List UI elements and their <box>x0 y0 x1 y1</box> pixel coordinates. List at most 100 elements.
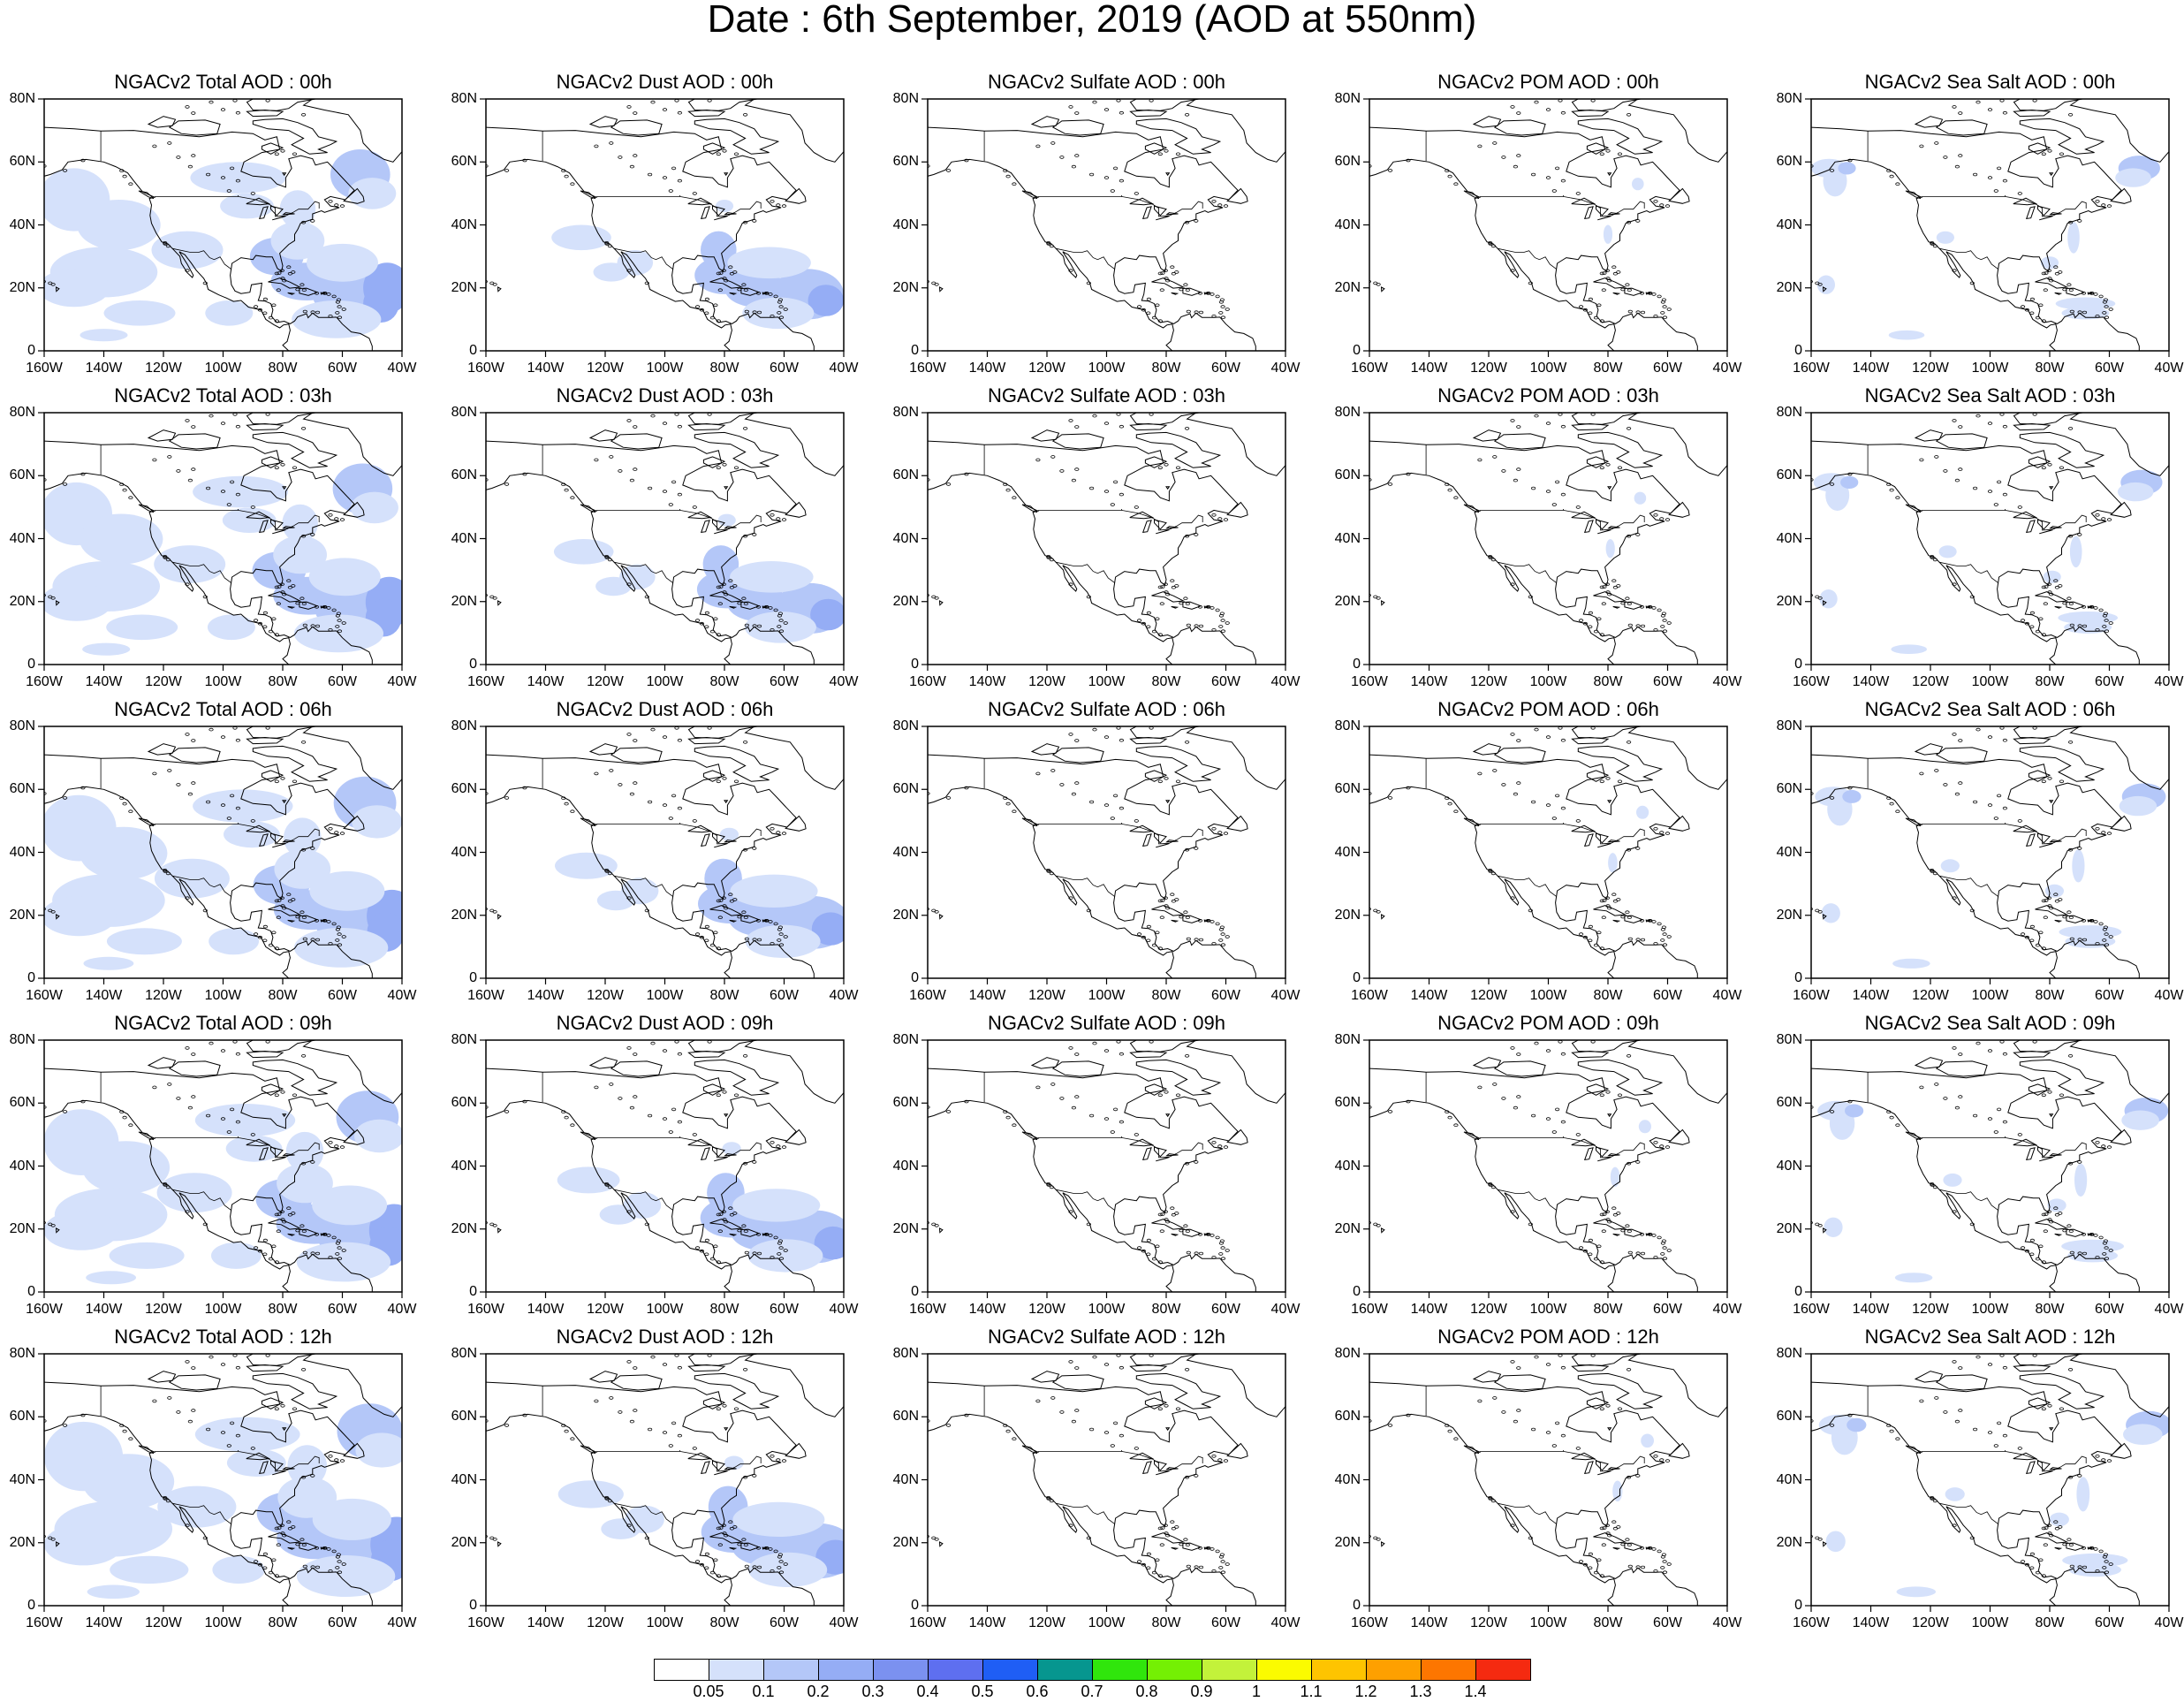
national-border <box>1055 875 1116 898</box>
aod-shading <box>308 558 381 596</box>
island-outline <box>1183 910 1188 915</box>
island-outline <box>709 943 716 947</box>
coastline-newfoundland <box>343 501 365 518</box>
island-outline <box>626 269 632 273</box>
island-outline <box>1218 1252 1224 1256</box>
lon-tick-label: 40W <box>829 1302 859 1317</box>
coastline-hispaniola <box>1624 1542 1644 1551</box>
island-outline <box>265 1040 270 1044</box>
island-outline <box>752 624 757 628</box>
island-outline <box>1531 800 1536 804</box>
coastline-victoria <box>1493 433 1546 450</box>
lon-tick-label: 140W <box>1852 1615 1890 1630</box>
lat-tick-label: 80N <box>9 405 35 420</box>
island-outline <box>752 938 757 942</box>
island-outline <box>1659 1144 1665 1148</box>
island-outline <box>292 152 298 156</box>
island-outline <box>2059 466 2065 470</box>
coastline-baffin <box>1577 745 1664 782</box>
coastline-devon <box>1129 1050 1168 1059</box>
coastline-greenland <box>302 1040 402 1104</box>
island-outline <box>1194 1160 1199 1164</box>
coastline-hispaniola <box>740 915 761 923</box>
island-outline <box>1611 265 1617 270</box>
island-outline <box>44 478 47 482</box>
lake-outline <box>1141 833 1152 847</box>
island-outline <box>722 904 727 908</box>
island-outline <box>486 792 489 795</box>
island-outline <box>1575 1133 1581 1136</box>
island-outline <box>254 305 259 308</box>
coastline-cuba <box>709 1532 744 1544</box>
island-outline <box>191 739 196 742</box>
aod-map <box>1805 726 2170 984</box>
island-outline <box>1889 802 1894 806</box>
island-outline <box>1477 458 1483 462</box>
coastline-hawaii <box>1822 1541 1827 1547</box>
coastline-vancouver <box>1463 817 1480 827</box>
coastline-newfoundland <box>1668 187 1690 204</box>
island-outline <box>716 466 721 470</box>
coastline-newfoundland <box>343 1128 365 1145</box>
aod-shading <box>77 200 161 250</box>
coastline-southampton <box>261 1083 284 1096</box>
aod-shading <box>1608 853 1618 873</box>
coastline-ellesmere <box>1129 1040 1202 1052</box>
lat-tick-label: 80N <box>451 405 477 420</box>
island-outline <box>2068 1543 2074 1547</box>
island-outline <box>1183 283 1188 287</box>
island-outline <box>964 1099 969 1104</box>
island-outline <box>44 593 46 597</box>
island-outline <box>226 189 231 193</box>
coastline-hispaniola <box>1182 915 1202 923</box>
island-outline <box>331 1235 337 1240</box>
island-outline <box>2046 1210 2051 1214</box>
island-outline <box>334 203 339 207</box>
island-outline <box>335 625 340 628</box>
lat-tick-label: 0 <box>1794 1284 1802 1299</box>
coastline-vancouver <box>1905 817 1922 827</box>
island-outline <box>1211 942 1217 946</box>
aod-shading <box>1605 539 1615 558</box>
island-outline <box>280 148 285 153</box>
coastline-newfoundland <box>343 187 365 204</box>
coastline-newfoundland <box>1668 501 1690 518</box>
island-outline <box>279 582 284 587</box>
coastline-banks <box>1030 429 1060 442</box>
island-outline <box>1599 946 1604 951</box>
coastline-southampton <box>2028 456 2051 468</box>
lon-tick-label: 140W <box>1410 674 1448 689</box>
island-outline <box>1387 169 1393 172</box>
coastline-hawaii <box>1380 286 1385 293</box>
island-outline <box>1186 309 1191 314</box>
island-outline <box>2103 925 2108 930</box>
island-outline <box>1551 817 1557 820</box>
coastline-greenland <box>1186 1354 1285 1417</box>
coastline-newfoundland <box>785 815 807 832</box>
aod-shading <box>748 1552 828 1587</box>
island-outline <box>564 174 569 179</box>
island-outline <box>737 915 742 919</box>
island-outline <box>331 294 337 299</box>
island-outline <box>2103 298 2108 302</box>
lake-outline <box>1129 824 1155 833</box>
lake-outline <box>258 833 269 847</box>
coastline-mainland <box>928 126 1256 351</box>
lat-tick-label: 60N <box>451 467 477 483</box>
island-outline <box>300 740 307 744</box>
coastline-cuba <box>1593 277 1627 289</box>
lon-tick-label: 140W <box>527 1302 565 1317</box>
island-outline <box>671 1421 677 1425</box>
island-outline <box>945 1110 952 1113</box>
island-outline <box>1194 219 1199 223</box>
lon-tick-label: 120W <box>1470 361 1507 376</box>
island-outline <box>1590 99 1596 103</box>
coastline-baffin <box>2019 745 2105 782</box>
island-outline <box>1447 802 1452 806</box>
coastline-victoria <box>1935 1060 1988 1077</box>
island-outline <box>1943 1097 1948 1100</box>
national-border <box>613 1502 674 1525</box>
island-outline <box>755 1546 762 1550</box>
island-outline <box>741 910 747 915</box>
island-outline <box>295 915 300 919</box>
